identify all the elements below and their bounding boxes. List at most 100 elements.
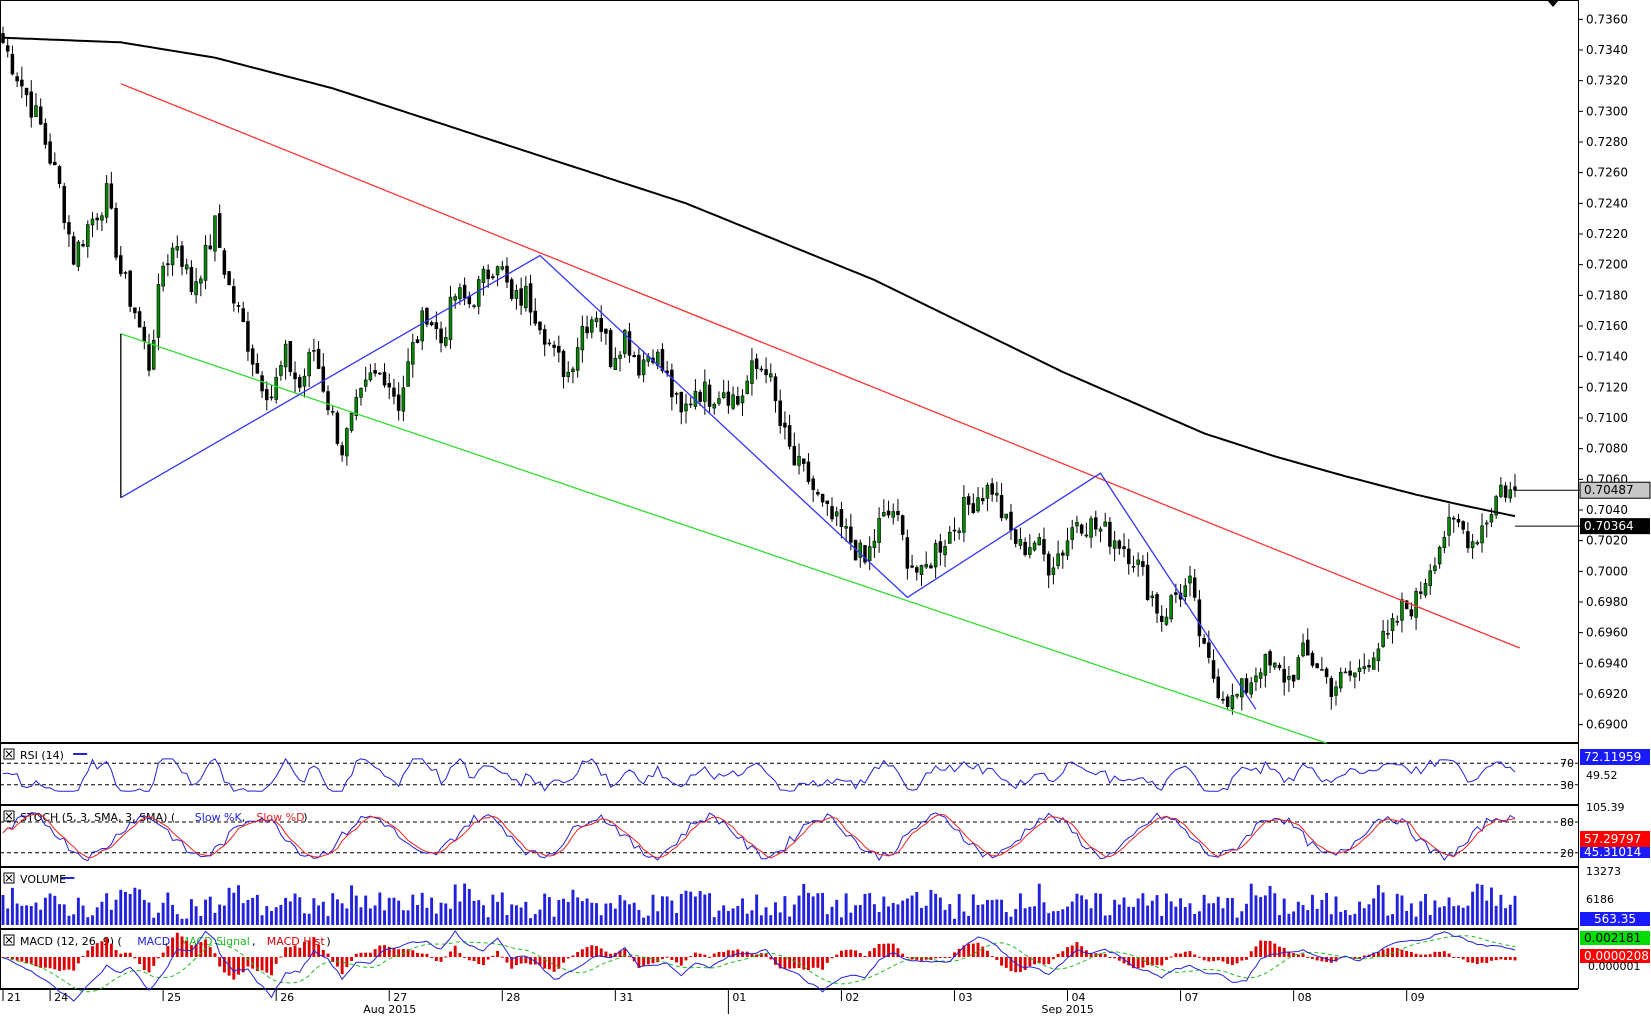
volume-bar — [576, 897, 580, 925]
candle-body — [919, 565, 924, 575]
volume-bar — [1183, 907, 1187, 925]
candle-body — [349, 412, 354, 431]
volume-bar — [1033, 906, 1037, 925]
candle-body — [1079, 524, 1084, 534]
volume-bar — [1230, 897, 1234, 925]
candle-body — [778, 400, 782, 426]
candle-body — [811, 478, 815, 490]
candle-body — [698, 391, 702, 402]
macd-hist-bar — [802, 957, 806, 970]
price-tick-label: 0.6920 — [1586, 687, 1628, 701]
candle-body — [754, 358, 759, 369]
volume-bar — [425, 907, 429, 925]
volume-bar — [6, 908, 10, 925]
macd-hist-bar — [1207, 957, 1211, 962]
macd-hist-bar — [1070, 945, 1074, 957]
macd-hist-bar — [981, 946, 985, 957]
macd-hist-bar — [1315, 957, 1319, 961]
volume-bar — [604, 903, 608, 925]
candle-body — [801, 458, 806, 464]
macd-hist-bar — [887, 943, 890, 957]
volume-bar — [637, 909, 641, 925]
macd-hist-bar — [1014, 957, 1018, 973]
macd-hist-bar — [1245, 957, 1248, 960]
macd-hist-bar — [580, 949, 584, 957]
macd-hist-bar — [29, 957, 33, 964]
last-price-label: 0.70487 — [1584, 483, 1634, 497]
macd-hist-bar — [1117, 957, 1121, 961]
volume-bar — [15, 903, 19, 925]
macd-hist-bar — [53, 957, 57, 970]
candle-body — [180, 245, 184, 267]
macd-hist-bar — [1301, 953, 1305, 957]
candle-body — [1169, 595, 1173, 620]
volume-bar — [1428, 915, 1432, 925]
candle-body — [1466, 531, 1470, 549]
volume-bar — [628, 904, 631, 925]
macd-hist-bar — [1146, 957, 1150, 966]
volume-bar — [1084, 899, 1088, 925]
candle-body — [1202, 638, 1206, 644]
volume-bar — [1311, 894, 1314, 925]
candle-body — [957, 530, 961, 533]
volume-bar — [934, 893, 938, 925]
volume-bar — [368, 908, 372, 925]
macd-hist-bar — [364, 952, 368, 957]
macd-hist-bar — [562, 957, 565, 963]
volume-bar — [270, 911, 273, 925]
volume-bar — [1278, 915, 1281, 925]
candle-body — [915, 567, 919, 573]
price-tick-label: 0.7140 — [1586, 350, 1628, 364]
candle-body — [260, 375, 264, 392]
candle-body — [312, 350, 316, 352]
candle-body — [1287, 676, 1291, 680]
candle-body — [952, 529, 957, 532]
macd-hist-bar — [1188, 951, 1192, 957]
price-tick-label: 0.7080 — [1586, 442, 1628, 456]
volume-bar — [359, 907, 363, 925]
day-label: 01 — [732, 991, 746, 1004]
volume-bar — [1254, 895, 1258, 925]
volume-bar — [1315, 908, 1319, 925]
volume-bar — [335, 899, 339, 925]
volume-bar — [924, 905, 928, 925]
candle-body — [269, 396, 274, 399]
macd-hist-bar — [722, 951, 726, 957]
volume-bar — [1080, 895, 1084, 925]
volume-bar — [20, 905, 24, 925]
macd-hist-bar — [1018, 957, 1022, 972]
day-label: 24 — [54, 991, 68, 1004]
ma-price-box — [1580, 518, 1650, 535]
candles — [1, 26, 1517, 715]
candle-body — [1268, 651, 1272, 666]
volume-bar — [1287, 913, 1291, 925]
macd-hist-bar — [166, 946, 170, 957]
rsi-tick-label: 70 — [1560, 757, 1574, 770]
volume-bar — [547, 897, 551, 925]
candle-body — [787, 425, 792, 447]
panel-menu-icon[interactable] — [1547, 0, 1559, 7]
macd-hist-bar — [1179, 953, 1183, 957]
macd-hist-bar — [910, 957, 914, 960]
candle-body — [1423, 583, 1428, 596]
volume-bar — [430, 897, 434, 925]
volume-bar — [1066, 906, 1069, 925]
macd-hist-bar — [1226, 957, 1230, 964]
volume-bar — [284, 897, 288, 925]
macd-hist-bar — [1061, 951, 1065, 957]
candle-body — [834, 511, 839, 517]
macd-hist-bar — [152, 957, 156, 966]
candle-body — [867, 546, 872, 561]
macd-hist-bar — [1141, 957, 1145, 968]
macd-hist-bar — [1428, 954, 1432, 957]
macd-hist-bar — [142, 957, 146, 971]
volume-bar — [128, 893, 132, 925]
macd-hist-bar — [1009, 957, 1013, 972]
volume-bar — [246, 899, 250, 925]
candle-body — [585, 326, 589, 334]
candle-body — [1117, 540, 1122, 549]
candle-body — [688, 403, 693, 406]
macd-hist-bar — [500, 956, 504, 958]
volume-bar — [726, 911, 730, 925]
candle-body — [217, 213, 222, 248]
